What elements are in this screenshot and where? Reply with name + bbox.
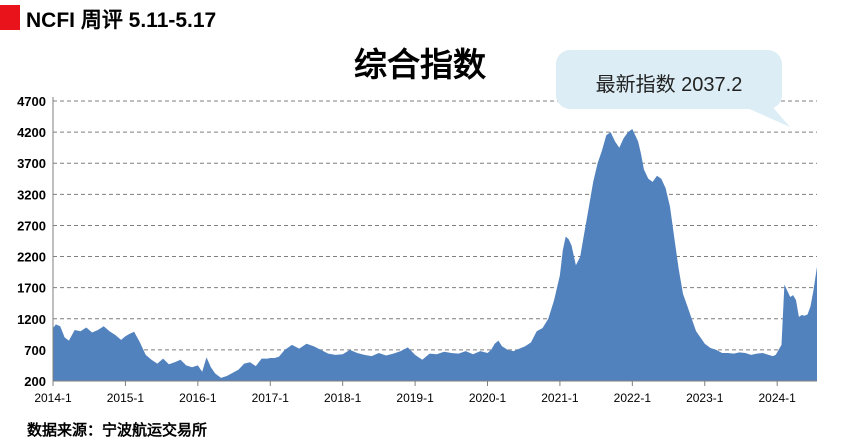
data-source-note: 数据来源：宁波航运交易所 <box>27 422 208 439</box>
y-tick-label-4200: 4200 <box>17 125 46 140</box>
y-tick-label-2200: 2200 <box>17 250 46 265</box>
y-tick-label-3200: 3200 <box>17 187 46 202</box>
area-series <box>53 129 817 381</box>
axes <box>52 97 817 386</box>
y-tick-label-1200: 1200 <box>17 312 46 327</box>
chart-title: 综合指数 <box>354 46 486 83</box>
y-tick-labels: 200 700 1200 1700 2200 2700 3200 3700 4200 4700 <box>17 94 46 389</box>
latest-index-callout <box>556 50 782 109</box>
x-tick-label-2024-1: 2024-1 <box>758 391 796 405</box>
y-tick-label-3700: 3700 <box>17 156 46 171</box>
latest-index-text: 最新指数 2037.2 <box>595 74 743 96</box>
grid-lines <box>53 100 817 351</box>
x-tick-label-2018-1: 2018-1 <box>324 391 362 405</box>
x-tick-labels: 2014-1 2015-1 2016-1 2017-1 2018-1 2019-1 2020… <box>34 391 796 405</box>
report-title: NCFI 周评 5.11-5.17 <box>26 9 217 32</box>
x-tick-label-2022-1: 2022-1 <box>614 391 652 405</box>
x-tick-label-2015-1: 2015-1 <box>107 391 145 405</box>
y-tick-label-200: 200 <box>24 374 46 389</box>
header-red-marker <box>0 5 20 30</box>
x-tick-label-2021-1: 2021-1 <box>541 391 579 405</box>
y-tick-label-2700: 2700 <box>17 218 46 233</box>
x-tick-label-2014-1: 2014-1 <box>34 391 72 405</box>
callout-tail <box>738 104 790 127</box>
x-tick-label-2020-1: 2020-1 <box>469 391 507 405</box>
composite-index-area <box>53 129 817 381</box>
x-tick-label-2017-1: 2017-1 <box>252 391 290 405</box>
x-tick-label-2016-1: 2016-1 <box>179 391 217 405</box>
x-tick-label-2019-1: 2019-1 <box>396 391 434 405</box>
y-tick-label-700: 700 <box>24 343 46 358</box>
x-tick-label-2023-1: 2023-1 <box>686 391 724 405</box>
y-tick-label-1700: 1700 <box>17 281 46 296</box>
y-tick-label-4700: 4700 <box>17 94 46 109</box>
